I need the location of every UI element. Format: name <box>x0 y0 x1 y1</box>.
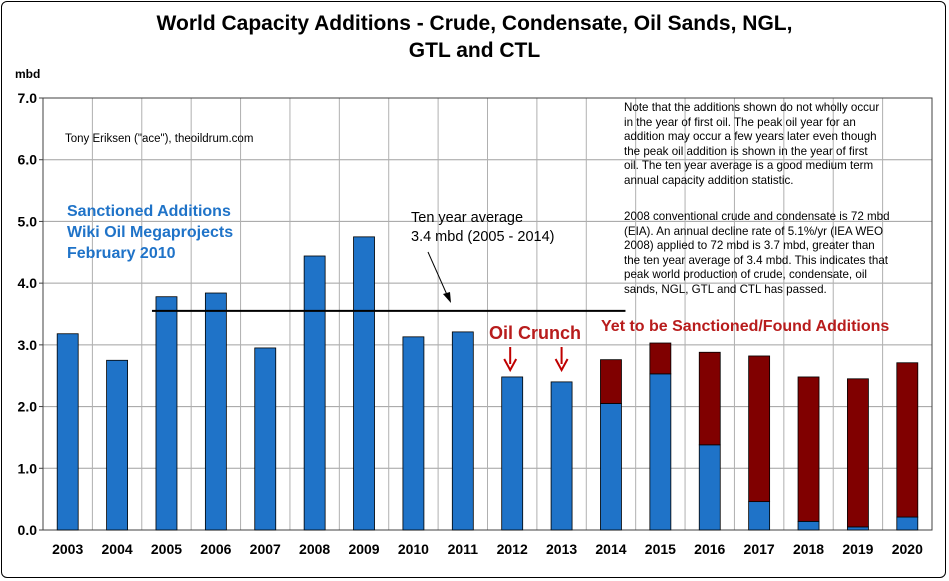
sanctioned-label-line1: Sanctioned Additions <box>67 203 231 220</box>
x-tick-label: 2020 <box>892 541 923 557</box>
note-paragraph-1: Note that the additions shown do not who… <box>624 101 934 189</box>
sanctioned-label-line2: Wiki Oil Megaprojects <box>67 224 234 241</box>
average-label-line1: Ten year average <box>411 210 524 226</box>
note2-line: (EIA). An annual decline rate of 5.1%/yr… <box>624 224 884 238</box>
note-paragraph-2: 2008 conventional crude and condensate i… <box>624 210 934 298</box>
average-arrow <box>427 251 449 298</box>
bar <box>649 373 672 531</box>
note2-line: 2008) applied to 72 mbd is 3.7 mbd, grea… <box>624 239 875 253</box>
y-tick-label: 3.0 <box>18 337 38 353</box>
note1-line: the peak oil addition is shown in the ye… <box>624 144 868 158</box>
x-tick-label: 2009 <box>348 541 379 557</box>
y-tick-label: 5.0 <box>18 213 38 229</box>
bar <box>451 331 474 531</box>
average-label: Ten year average 3.4 mbd (2005 - 2014) <box>411 209 554 247</box>
x-tick-label: 2018 <box>793 541 824 557</box>
y-tick-label: 1.0 <box>18 460 38 476</box>
y-tick-label: 6.0 <box>18 152 38 168</box>
oil-crunch-arrowhead <box>503 358 518 373</box>
x-tick-label: 2019 <box>842 541 873 557</box>
bar <box>797 376 820 522</box>
bar <box>847 378 869 528</box>
bar <box>303 255 326 531</box>
bar <box>501 376 524 531</box>
x-tick-label: 2016 <box>694 541 725 557</box>
note1-line: oil. The ten year average is a good medi… <box>624 159 874 173</box>
average-label-line2: 3.4 mbd (2005 - 2014) <box>411 229 555 245</box>
note1-line: addition may occur a few years later eve… <box>624 130 877 144</box>
x-tick-label: 2015 <box>645 541 676 557</box>
y-tick-label: 0.0 <box>18 522 38 538</box>
x-tick-label: 2011 <box>448 541 479 557</box>
note1-line: in the year of first oil. The peak oil y… <box>624 115 856 129</box>
oil-crunch-arrowhead <box>554 358 569 373</box>
x-tick-label: 2012 <box>497 541 528 557</box>
x-tick-label: 2014 <box>595 541 626 557</box>
average-arrowhead <box>443 292 451 303</box>
chart-title-line2: GTL and CTL <box>408 39 541 62</box>
note2-line: the ten year average of 3.4 mbd. This in… <box>624 253 889 267</box>
y-tick-label: 4.0 <box>18 275 38 291</box>
bar <box>896 516 919 531</box>
note2-line: sands, NGL, GTL and CTL has passed. <box>624 282 827 296</box>
x-tick-label: 2013 <box>546 541 577 557</box>
note2-line: peak world production of crude, condensa… <box>624 268 867 282</box>
bar <box>402 336 425 531</box>
oil-crunch-label: Oil Crunch <box>489 323 582 343</box>
bar <box>698 444 721 531</box>
bar <box>748 355 771 503</box>
x-tick-label: 2010 <box>398 541 429 557</box>
bar <box>550 381 573 531</box>
bar <box>600 403 622 531</box>
x-tick-label: 2004 <box>102 541 133 557</box>
bar <box>896 362 919 518</box>
bar <box>204 292 227 531</box>
x-tick-label: 2006 <box>200 541 231 557</box>
note2-line: 2008 conventional crude and condensate i… <box>624 210 890 223</box>
bar <box>797 520 820 531</box>
credit-text: Tony Eriksen ("ace"), theoildrum.com <box>65 133 254 145</box>
y-axis-label: mbd <box>15 67 41 81</box>
bar <box>353 236 375 531</box>
plot-area <box>42 97 933 531</box>
bar <box>106 359 128 531</box>
bar <box>600 359 622 404</box>
x-tick-label: 2017 <box>744 541 775 557</box>
bar <box>698 351 721 446</box>
yet-to-be-label: Yet to be Sanctioned/Found Additions <box>601 318 890 335</box>
y-tick-label: 7.0 <box>18 90 38 106</box>
note1-line: annual capacity addition statistic. <box>624 173 794 187</box>
bar <box>155 296 178 531</box>
sanctioned-label-line3: February 2010 <box>67 245 176 262</box>
x-tick-label: 2003 <box>52 541 83 557</box>
x-tick-label: 2007 <box>250 541 281 557</box>
note1-line: Note that the additions shown do not who… <box>624 101 880 114</box>
bar <box>748 501 771 531</box>
x-tick-label: 2005 <box>151 541 182 557</box>
bar <box>847 526 869 531</box>
bar <box>254 347 277 531</box>
sanctioned-label: Sanctioned Additions Wiki Oil Megaprojec… <box>67 201 233 264</box>
y-tick-label: 2.0 <box>18 399 38 415</box>
bar <box>649 342 672 375</box>
chart-title: World Capacity Additions - Crude, Conden… <box>156 12 793 35</box>
bar <box>56 333 79 531</box>
x-tick-label: 2008 <box>299 541 330 557</box>
